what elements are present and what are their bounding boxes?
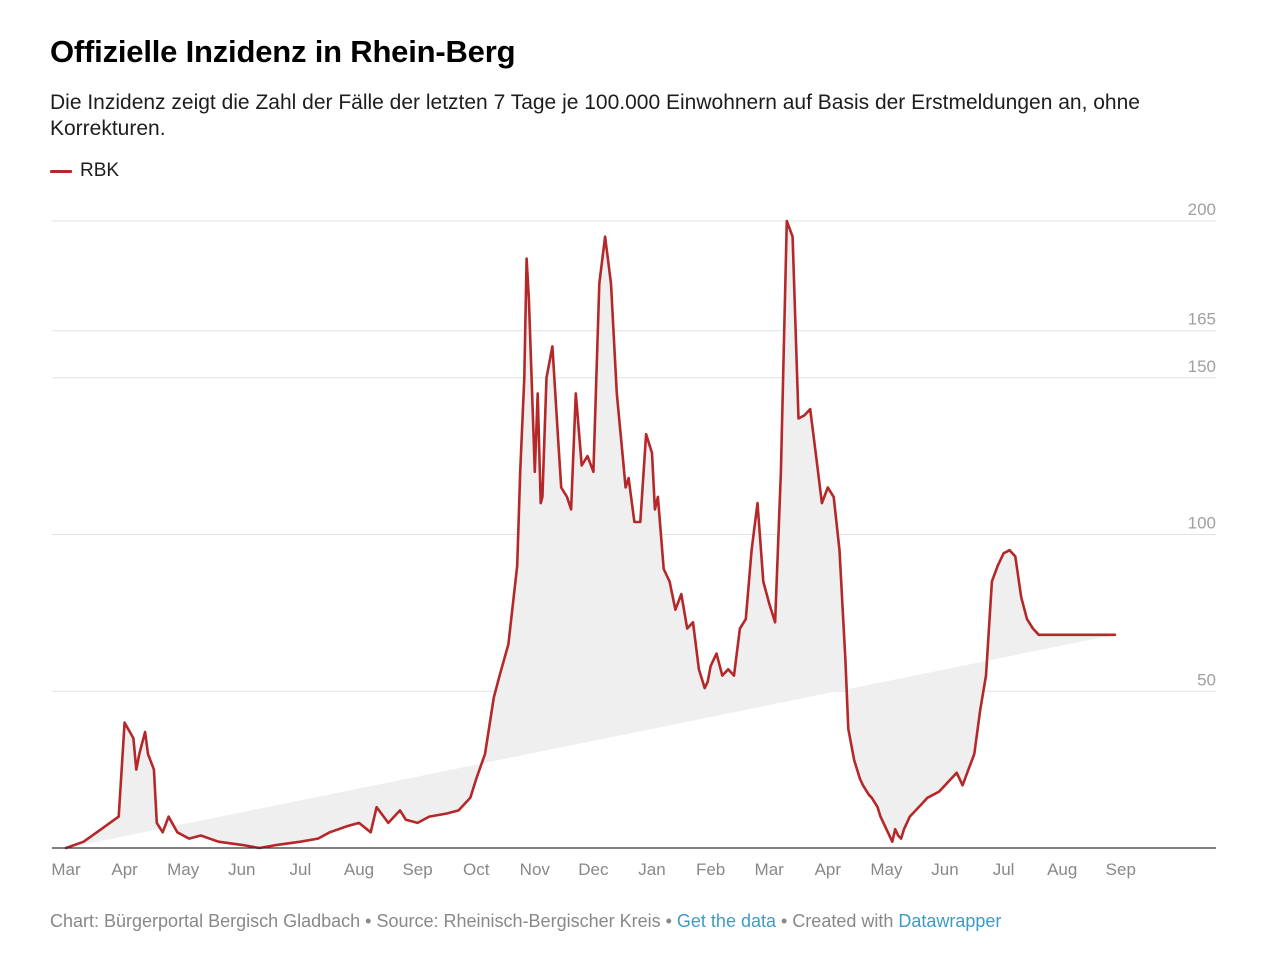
- footer: Chart: Bürgerportal Bergisch Gladbach • …: [50, 911, 1001, 932]
- x-tick-label: Jun: [931, 860, 958, 879]
- footer-sep: •: [360, 911, 377, 931]
- series-line-rbk: [64, 219, 1117, 850]
- footer-source: Source: Rheinisch-Bergischer Kreis: [376, 911, 661, 931]
- x-tick-label: Jul: [993, 860, 1015, 879]
- legend-label: RBK: [80, 160, 120, 181]
- x-tick-label: Apr: [111, 860, 138, 879]
- x-tick-label: May: [167, 860, 200, 879]
- chart-title: Offizielle Inzidenz in Rhein-Berg: [50, 34, 516, 69]
- series-area: [66, 221, 1115, 848]
- x-tick-label: Nov: [520, 860, 551, 879]
- x-tick-label: Jun: [228, 860, 255, 879]
- x-tick-label: May: [870, 860, 903, 879]
- x-tick-label: Jan: [638, 860, 665, 879]
- x-tick-label: Jul: [290, 860, 312, 879]
- x-tick-label: Apr: [815, 860, 842, 879]
- x-tick-label: Mar: [51, 860, 81, 879]
- footer-credit: Chart: Bürgerportal Bergisch Gladbach: [50, 911, 361, 931]
- legend: RBK: [50, 160, 119, 182]
- x-tick-label: Aug: [344, 860, 374, 879]
- legend-swatch: [50, 169, 72, 173]
- x-tick-label: Mar: [755, 860, 785, 879]
- footer-sep: •: [776, 911, 793, 931]
- x-tick-label: Aug: [1047, 860, 1077, 879]
- y-tick-label: 200: [1188, 200, 1216, 219]
- y-tick-label: 50: [1197, 670, 1216, 689]
- x-tick-label: Feb: [696, 860, 725, 879]
- footer-sep: •: [660, 911, 677, 931]
- get-the-data-link[interactable]: Get the data: [676, 911, 776, 931]
- x-tick-label: Sep: [1106, 860, 1136, 879]
- x-tick-label: Sep: [402, 860, 432, 879]
- y-tick-label: 165: [1188, 310, 1216, 329]
- y-tick-label: 100: [1188, 514, 1216, 533]
- x-tick-label: Oct: [463, 860, 490, 879]
- datawrapper-link[interactable]: Datawrapper: [898, 911, 1002, 931]
- chart-subtitle: Die Inzidenz zeigt die Zahl der Fälle de…: [50, 91, 1140, 140]
- x-tick-label: Dec: [578, 860, 609, 879]
- footer-created-with: Created with: [792, 911, 899, 931]
- y-tick-label: 150: [1188, 357, 1216, 376]
